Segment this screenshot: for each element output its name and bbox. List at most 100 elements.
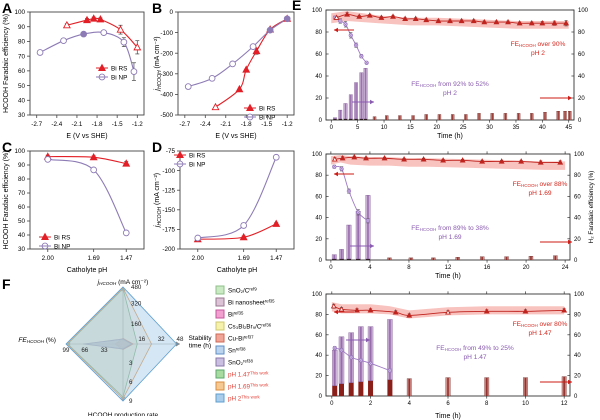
svg-text:SnO₂ref38: SnO₂ref38	[228, 358, 253, 367]
svg-text:-500: -500	[160, 112, 173, 119]
svg-text:40: 40	[315, 74, 322, 80]
svg-text:jHCOOH (mA cm⁻²): jHCOOH (mA cm⁻²)	[97, 279, 149, 286]
svg-text:-1.8: -1.8	[92, 121, 103, 128]
svg-text:-1.5: -1.5	[112, 121, 123, 128]
svg-text:Bi RS: Bi RS	[54, 234, 70, 241]
svg-text:5: 5	[356, 125, 360, 131]
svg-text:40: 40	[539, 125, 546, 131]
svg-text:1.69: 1.69	[238, 255, 251, 262]
svg-text:pH 1.69This work: pH 1.69This work	[228, 382, 269, 391]
svg-text:FEHCOOH (%): FEHCOOH (%)	[18, 337, 56, 344]
svg-text:4: 4	[408, 401, 412, 407]
svg-text:FEHCOOH from 89% to 38%: FEHCOOH from 89% to 38%	[411, 225, 489, 232]
svg-text:pH 2This work: pH 2This work	[228, 394, 261, 403]
svg-text:0: 0	[319, 118, 323, 124]
svg-text:2.00: 2.00	[192, 255, 205, 262]
svg-text:60: 60	[315, 333, 322, 339]
svg-text:20: 20	[523, 265, 530, 271]
svg-text:10: 10	[522, 401, 529, 407]
svg-text:45: 45	[565, 125, 572, 131]
svg-text:-2.1: -2.1	[220, 121, 231, 128]
svg-text:100: 100	[574, 152, 585, 158]
svg-text:FEHCOOH over 88%: FEHCOOH over 88%	[513, 181, 568, 188]
svg-text:F: F	[2, 279, 11, 292]
svg-text:40: 40	[315, 216, 322, 222]
svg-text:33: 33	[101, 347, 108, 354]
svg-text:-200: -200	[160, 50, 173, 57]
svg-text:0: 0	[319, 394, 323, 400]
svg-text:70: 70	[18, 190, 26, 197]
svg-text:9: 9	[129, 398, 133, 405]
svg-text:HCOOH Faradaic efficiency (%): HCOOH Faradaic efficiency (%)	[3, 150, 10, 249]
svg-text:16: 16	[484, 265, 491, 271]
svg-text:40: 40	[18, 232, 26, 239]
svg-text:0: 0	[578, 118, 582, 124]
svg-text:6: 6	[129, 379, 133, 386]
svg-text:Catholyte pH: Catholyte pH	[67, 267, 107, 274]
svg-text:Bi NP: Bi NP	[54, 243, 70, 250]
svg-text:40: 40	[574, 353, 581, 359]
svg-text:-175: -175	[162, 227, 175, 234]
svg-text:80: 80	[578, 30, 585, 36]
svg-text:50: 50	[18, 83, 26, 90]
svg-text:-1.2: -1.2	[132, 121, 143, 128]
svg-text:30: 30	[18, 246, 26, 253]
svg-text:30: 30	[486, 125, 493, 131]
svg-text:pH 1.69: pH 1.69	[438, 234, 461, 241]
svg-text:24: 24	[562, 265, 569, 271]
svg-text:-2.7: -2.7	[179, 121, 190, 128]
svg-text:Bi nanosheetref35: Bi nanosheetref35	[228, 298, 275, 307]
svg-text:0: 0	[574, 394, 578, 400]
svg-text:20: 20	[574, 374, 581, 380]
svg-text:Cu-Biref37: Cu-Biref37	[228, 334, 254, 343]
svg-text:Bi RS: Bi RS	[111, 65, 127, 72]
svg-text:4: 4	[368, 265, 372, 271]
svg-text:20: 20	[433, 125, 440, 131]
svg-text:Time (h): Time (h)	[435, 413, 461, 420]
svg-text:-1.2: -1.2	[282, 121, 293, 128]
svg-text:-400: -400	[160, 92, 173, 99]
svg-text:pH 2: pH 2	[531, 50, 545, 57]
svg-text:15: 15	[407, 125, 414, 131]
svg-text:-150: -150	[162, 207, 175, 214]
svg-text:Snref38: Snref38	[228, 346, 246, 355]
svg-text:99: 99	[63, 347, 70, 354]
svg-text:6: 6	[446, 401, 450, 407]
svg-text:Cs₃Bi₂Br₉/Cref36: Cs₃Bi₂Br₉/Cref36	[228, 322, 272, 331]
svg-text:12: 12	[445, 265, 452, 271]
svg-text:3: 3	[129, 360, 133, 367]
svg-text:80: 80	[18, 176, 26, 183]
svg-text:2.00: 2.00	[42, 255, 55, 262]
svg-text:16: 16	[138, 336, 145, 343]
svg-text:20: 20	[578, 96, 585, 102]
svg-text:pH 1.47: pH 1.47	[463, 354, 486, 361]
svg-text:66: 66	[81, 347, 88, 354]
svg-text:A: A	[2, 0, 12, 16]
svg-text:8: 8	[485, 401, 489, 407]
svg-text:20: 20	[315, 96, 322, 102]
svg-text:80: 80	[315, 173, 322, 179]
svg-text:20: 20	[315, 237, 322, 243]
svg-text:8: 8	[407, 265, 411, 271]
svg-text:100: 100	[14, 148, 25, 155]
svg-text:E: E	[292, 0, 301, 13]
svg-text:FEHCOOH from 92% to 52%: FEHCOOH from 92% to 52%	[411, 81, 489, 88]
svg-text:60: 60	[18, 204, 26, 211]
svg-text:D: D	[152, 139, 162, 155]
svg-text:FEHCOOH over 90%: FEHCOOH over 90%	[511, 41, 566, 48]
svg-text:HCOOH production rate: HCOOH production rate	[88, 412, 159, 416]
svg-text:40: 40	[578, 74, 585, 80]
svg-text:-125: -125	[162, 187, 175, 194]
svg-text:HCOOH Faradaic efficiency (%): HCOOH Faradaic efficiency (%)	[3, 14, 10, 113]
svg-text:Time (h): Time (h)	[437, 133, 463, 140]
svg-text:pH 1.47: pH 1.47	[528, 330, 551, 337]
svg-text:pH 1.47This work: pH 1.47This work	[228, 370, 269, 379]
svg-text:40: 40	[315, 353, 322, 359]
svg-text:60: 60	[18, 68, 26, 75]
svg-text:320: 320	[131, 301, 142, 308]
svg-text:1.69: 1.69	[88, 255, 101, 262]
svg-text:0: 0	[330, 125, 334, 131]
svg-text:40: 40	[574, 216, 581, 222]
svg-text:80: 80	[574, 173, 581, 179]
svg-text:20: 20	[574, 237, 581, 243]
